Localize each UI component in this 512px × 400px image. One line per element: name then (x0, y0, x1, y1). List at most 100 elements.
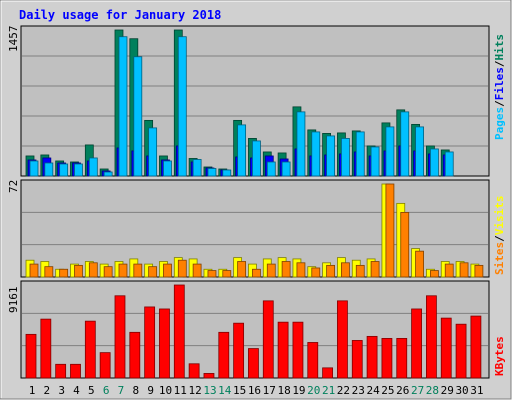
bar-kbytes (114, 295, 126, 379)
bar-pages (355, 131, 365, 177)
x-tick-label: 19 (292, 384, 305, 397)
bar-kbytes (262, 300, 274, 379)
bar-pages (207, 168, 217, 177)
y-max-label-middle: 72 (7, 180, 20, 193)
legend-bottom: KBytes (493, 336, 506, 376)
bar-sites (74, 264, 83, 278)
x-tick-label: 14 (218, 384, 232, 397)
legend-files: Files (493, 67, 506, 100)
x-tick-label: 28 (426, 384, 439, 397)
legend-kbytes: KBytes (493, 336, 506, 376)
bar-pages (415, 126, 424, 177)
x-tick-label: 1 (29, 384, 36, 397)
x-tick-label: 24 (366, 384, 380, 397)
bar-kbytes (233, 322, 245, 379)
bar-kbytes (277, 321, 289, 379)
bar-pages (74, 163, 83, 177)
y-max-label-bottom: 9161 (7, 287, 20, 314)
bar-kbytes (55, 363, 67, 379)
x-tick-label: 8 (132, 384, 139, 397)
bar-sites (44, 266, 54, 278)
bar-pages (370, 146, 380, 177)
x-tick-label: 3 (58, 384, 65, 397)
bar-sites (88, 262, 98, 278)
bar-kbytes (99, 352, 111, 379)
x-tick-label: 4 (73, 384, 80, 397)
bar-kbytes (173, 284, 185, 379)
bar-pages (385, 126, 395, 177)
bars-layer (25, 29, 484, 379)
x-tick-label: 27 (411, 384, 424, 397)
bar-kbytes (188, 363, 200, 379)
bar-sites (103, 266, 113, 278)
bar-kbytes (70, 363, 81, 379)
bar-pages (118, 36, 128, 177)
bar-kbytes (292, 321, 304, 379)
bar-sites (415, 250, 424, 278)
legend-hits: Hits (493, 34, 506, 61)
legend-top: Pages/Files/Hits (493, 34, 506, 140)
bar-sites (370, 261, 380, 278)
bar-kbytes (203, 373, 215, 379)
bar-pages (311, 131, 321, 177)
panel-sites-visits (20, 179, 490, 278)
bar-kbytes (366, 335, 378, 379)
bar-sites (474, 264, 484, 278)
x-tick-label: 17 (263, 384, 276, 397)
bar-sites (459, 262, 469, 278)
bar-sites (237, 261, 247, 278)
bar-sites (59, 268, 69, 278)
bar-kbytes (411, 308, 422, 379)
bar-kbytes (470, 315, 482, 379)
bar-pages (252, 140, 261, 177)
x-tick-label: 16 (248, 384, 261, 397)
bar-sites (444, 263, 454, 278)
bar-kbytes (396, 338, 408, 379)
bar-kbytes (84, 320, 96, 379)
bar-kbytes (307, 342, 319, 379)
x-tick-label: 26 (396, 384, 409, 397)
x-tick-label: 20 (307, 384, 320, 397)
x-tick-label: 31 (470, 384, 483, 397)
bar-kbytes (426, 295, 437, 379)
x-tick-label: 11 (174, 384, 187, 397)
bar-kbytes (25, 333, 37, 379)
bar-sites (266, 263, 276, 278)
bar-sites (341, 262, 350, 278)
x-tick-label: 23 (352, 384, 365, 397)
bar-sites (29, 263, 39, 278)
bar-pages (237, 124, 247, 177)
x-tick-label: 15 (233, 384, 246, 397)
bar-pages (266, 161, 276, 177)
gridlines (22, 55, 488, 347)
bar-pages (163, 160, 172, 177)
bar-kbytes (337, 300, 348, 379)
x-tick-label: 10 (159, 384, 172, 397)
legend-sites: Sites (493, 242, 506, 275)
x-tick-label: 2 (44, 384, 51, 397)
bar-sites (400, 212, 410, 278)
bar-pages (296, 111, 306, 177)
bar-pages (430, 148, 439, 177)
bar-kbytes (218, 331, 230, 379)
bar-pages (133, 56, 143, 177)
bar-kbytes (248, 348, 259, 379)
bar-kbytes (351, 340, 363, 379)
x-axis-labels: 1 2 3 4 5 6 7 8 9 10 11 12 13 14 15 16 17 18 19 20 21 22 23 24 2… (29, 384, 484, 397)
x-tick-label: 30 (455, 384, 468, 397)
bar-sites (148, 266, 158, 278)
x-tick-label: 25 (381, 384, 394, 397)
bar-kbytes (381, 338, 393, 379)
bar-sites (355, 264, 365, 278)
bar-pages (444, 151, 454, 177)
x-tick-label: 5 (88, 384, 95, 397)
bar-sites (326, 264, 336, 278)
bar-sites (430, 270, 439, 278)
bar-kbytes (144, 306, 156, 379)
bar-kbytes (455, 323, 467, 379)
bar-sites (207, 270, 217, 278)
legend-middle: Sites/Visits (493, 196, 506, 276)
bar-pages (103, 171, 113, 177)
bar-pages (192, 159, 202, 177)
